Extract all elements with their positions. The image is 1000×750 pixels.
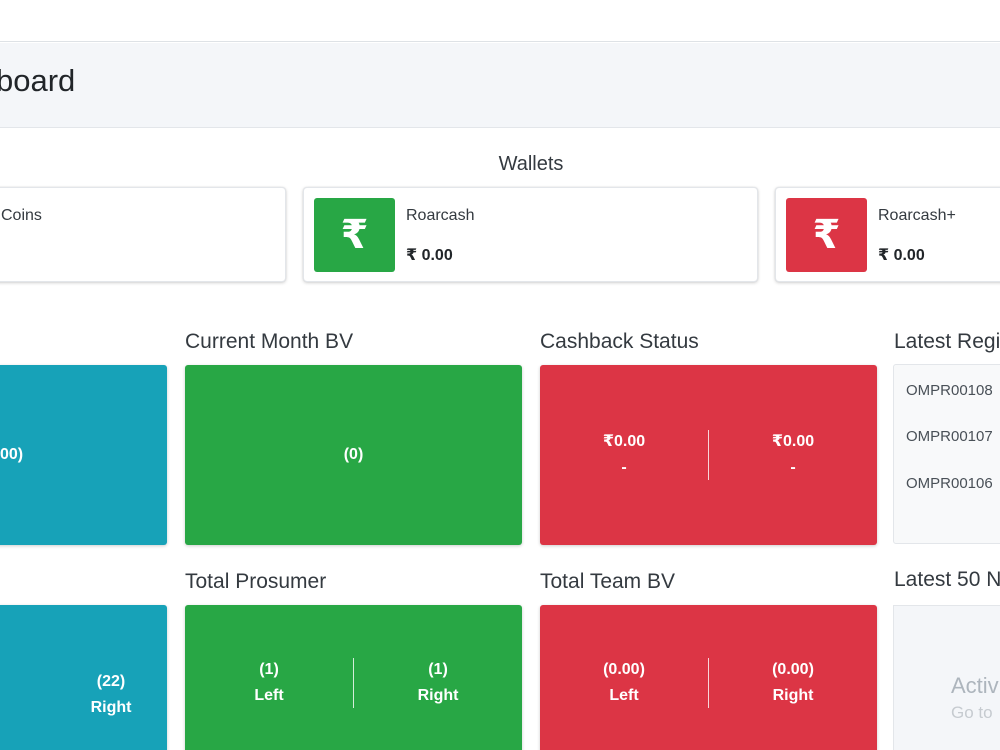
tile-right: (22) Right xyxy=(65,669,157,721)
section-title-total-prosumer: Total Prosumer xyxy=(185,570,327,593)
cashback-amount: ₹0.00 xyxy=(602,433,646,450)
wallet-label: Roarcash xyxy=(406,207,475,224)
wallet-card-coins: Coins xyxy=(0,187,286,282)
cashback-amount: ₹0.00 xyxy=(771,433,815,450)
cashback-sub: - xyxy=(621,459,627,476)
rupee-icon: ₹ xyxy=(786,198,867,272)
wallet-label: Roarcash+ xyxy=(878,207,956,224)
list-item[interactable]: OMPR00106 xyxy=(906,475,993,492)
section-title-latest-registrations: Latest Regi xyxy=(894,330,1000,353)
list-item[interactable]: OMPR00108 xyxy=(906,382,993,399)
tile-value: (22) xyxy=(96,673,126,690)
tile-label: Left xyxy=(254,686,284,704)
list-item[interactable]: OMPR00107 xyxy=(906,428,993,445)
info-tile-partial: 00) xyxy=(0,365,167,545)
activate-text: Activ xyxy=(951,673,999,698)
tile-value: (1) xyxy=(259,660,279,678)
prosumer-right: (1) Right xyxy=(354,657,522,709)
wallet-label: Coins xyxy=(1,207,42,224)
go-to-link[interactable]: Go to xyxy=(951,703,993,722)
total-team-bv-tile: (0.00) Left (0.00) Right xyxy=(540,605,877,750)
page-title: board xyxy=(0,63,76,98)
tile-value: (0) xyxy=(343,446,364,463)
tile-value: (1) xyxy=(428,660,448,678)
divider xyxy=(708,430,709,480)
content-header: board xyxy=(0,43,1000,128)
cashback-left: ₹0.00 - xyxy=(540,429,708,481)
tile-value: (0.00) xyxy=(603,660,645,678)
wallets-title: Wallets xyxy=(498,153,564,175)
tile-value: (0.00) xyxy=(772,660,814,678)
cashback-sub: - xyxy=(790,459,796,476)
divider xyxy=(708,657,709,708)
wallet-value: ₹ 0.00 xyxy=(406,247,453,264)
rupee-icon: ₹ xyxy=(314,198,395,272)
wallet-card-roarcash: ₹ Roarcash ₹ 0.00 xyxy=(303,187,758,282)
cashback-status-tile: ₹0.00 - ₹0.00 - xyxy=(540,365,877,545)
tile-label: Left xyxy=(609,686,639,704)
top-navbar xyxy=(0,0,1000,42)
section-title-latest-50: Latest 50 N xyxy=(894,568,1000,591)
current-month-bv-tile: (0) xyxy=(185,365,522,545)
team-bv-left: (0.00) Left xyxy=(540,657,708,709)
section-title-current-month-bv: Current Month BV xyxy=(185,330,354,353)
latest-registrations-list[interactable]: OMPR00108 OMPR00107 OMPR00106 xyxy=(893,364,1000,544)
prosumer-left: (1) Left xyxy=(185,657,353,709)
divider xyxy=(353,657,354,708)
wallet-card-roarcash-plus: ₹ Roarcash+ ₹ 0.00 xyxy=(775,187,1000,282)
tile-label: Right xyxy=(772,686,814,704)
section-title-total-team-bv: Total Team BV xyxy=(540,570,676,593)
tile-label: Right xyxy=(417,686,459,704)
info-tile-partial: (22) Right xyxy=(0,605,167,750)
tile-value: 00) xyxy=(0,446,24,463)
total-prosumer-tile: (1) Left (1) Right xyxy=(185,605,522,750)
section-title-cashback-status: Cashback Status xyxy=(540,330,699,353)
team-bv-right: (0.00) Right xyxy=(709,657,877,709)
cashback-right: ₹0.00 - xyxy=(709,429,877,481)
latest-50-panel: Activ Go to xyxy=(893,605,1000,750)
tile-label: Right xyxy=(90,699,132,716)
wallet-value: ₹ 0.00 xyxy=(878,247,925,264)
